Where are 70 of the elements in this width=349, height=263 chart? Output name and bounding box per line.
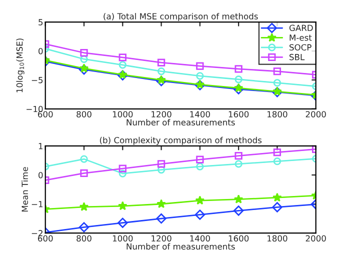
point: [80, 169, 88, 178]
point: [233, 206, 244, 216]
point: [118, 201, 128, 210]
point: [118, 61, 126, 69]
point: [273, 148, 282, 156]
point: [272, 202, 282, 212]
x-axis-title: Number of measurements: [126, 243, 235, 250]
x-axis-title: Number of measurements: [126, 119, 235, 126]
x-tick-label: 600: [38, 111, 53, 118]
legend-label: GARD: [289, 24, 313, 32]
point: [118, 54, 126, 62]
point: [194, 210, 206, 220]
y-tick-label: 0: [38, 48, 43, 54]
point: [78, 222, 90, 232]
y-tick-label: 0: [38, 172, 43, 178]
point: [234, 152, 242, 160]
point: [196, 162, 204, 170]
point: [156, 199, 166, 208]
point: [79, 64, 89, 72]
x-tick-label: 1800: [268, 235, 288, 242]
point: [157, 58, 166, 66]
point: [80, 155, 88, 163]
x-tick-label: 1000: [112, 111, 133, 118]
point: [156, 213, 166, 224]
x-tick-label: 800: [76, 235, 92, 242]
x-tick-label: 1200: [152, 111, 172, 118]
point: [157, 160, 166, 168]
point: [118, 170, 126, 178]
y-tick-label: −1: [32, 201, 43, 208]
point: [79, 202, 89, 211]
x-tick-label: 1000: [112, 235, 133, 242]
point: [157, 67, 166, 76]
point: [118, 164, 126, 172]
point: [196, 156, 204, 164]
y-tick-label: −10: [26, 106, 43, 112]
chart-title: (a) Total MSE comparison of methods: [104, 12, 258, 22]
y-axis-title: Mean Time: [22, 167, 28, 212]
x-tick-label: 1800: [268, 111, 288, 118]
x-tick-label: 1600: [228, 111, 249, 118]
point: [80, 48, 88, 57]
y-tick-label: 1: [38, 143, 43, 150]
x-tick-label: 800: [76, 111, 92, 118]
x-tick-label: 1400: [190, 235, 210, 242]
point: [273, 79, 282, 87]
chart-title: (b) Complexity comparison of methods: [100, 136, 262, 145]
point: [273, 158, 282, 166]
point: [195, 196, 205, 205]
legend-label: M-est: [290, 34, 312, 41]
legend-label: SBL: [290, 54, 305, 60]
point: [118, 218, 128, 228]
x-tick-label: 2000: [306, 235, 326, 242]
point: [273, 67, 282, 76]
point: [234, 194, 244, 204]
x-tick-label: 2000: [306, 111, 326, 118]
point: [234, 65, 242, 73]
point: [272, 192, 282, 202]
x-tick-label: 1600: [228, 235, 249, 242]
x-tick-label: 1200: [152, 235, 172, 242]
y-axis-title: 10log$_{10}$(MSE): [16, 38, 24, 92]
point: [234, 160, 242, 168]
x-tick-label: 1400: [190, 111, 210, 118]
legend-label: SOCP: [290, 44, 312, 51]
point: [80, 55, 88, 63]
point: [234, 76, 242, 84]
point: [196, 62, 204, 70]
y-tick-label: 5: [38, 19, 43, 26]
point: [196, 72, 204, 80]
point: [157, 166, 166, 174]
y-tick-label: −5: [32, 77, 43, 84]
x-tick-label: 600: [38, 235, 53, 242]
